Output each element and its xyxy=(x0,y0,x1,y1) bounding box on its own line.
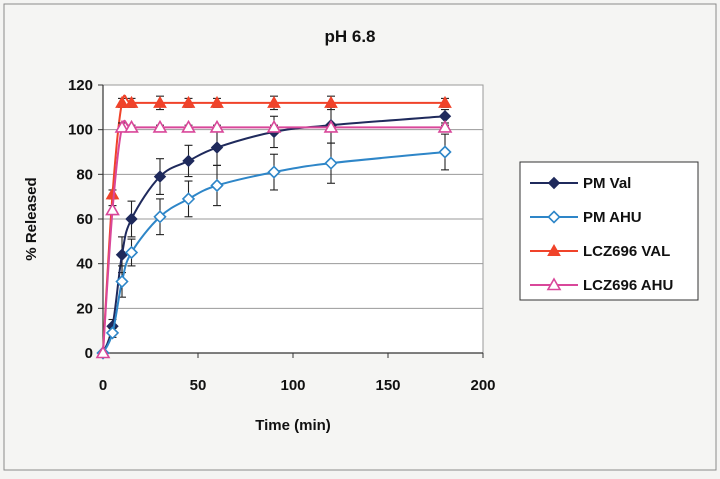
data-point xyxy=(115,95,129,108)
series-lcz696-val xyxy=(96,94,452,358)
series-line xyxy=(102,94,445,354)
y-tick-label: 100 xyxy=(68,122,93,139)
x-tick-label: 100 xyxy=(280,377,305,394)
series-line xyxy=(102,119,445,354)
series-line xyxy=(102,151,446,354)
x-axis-title: Time (min) xyxy=(255,417,331,434)
legend-swatch-marker xyxy=(546,277,562,291)
y-tick-label: 20 xyxy=(76,300,93,317)
data-point xyxy=(125,212,138,226)
series-layer xyxy=(95,94,453,360)
data-point xyxy=(266,119,282,133)
data-point xyxy=(153,170,167,183)
legend-entry: LCZ696 VAL xyxy=(530,243,670,260)
data-point xyxy=(267,165,281,179)
legend-box xyxy=(519,161,699,301)
data-point xyxy=(115,274,129,289)
chart-title: pH 6.8 xyxy=(324,27,375,46)
legend-label: PM AHU xyxy=(583,209,642,226)
data-point xyxy=(124,245,139,260)
data-point xyxy=(438,95,452,108)
data-point xyxy=(114,119,130,133)
x-tick-label: 0 xyxy=(99,377,107,394)
data-point xyxy=(324,156,338,170)
data-point xyxy=(152,119,168,133)
data-point xyxy=(124,95,139,108)
data-point xyxy=(437,119,453,133)
data-point xyxy=(209,119,225,133)
tick-labels: 0 20 40 60 80 100 120 0 50 100 150 200 xyxy=(68,77,496,394)
y-tick-label: 60 xyxy=(76,211,93,228)
legend-label: LCZ696 AHU xyxy=(583,277,673,294)
data-point xyxy=(105,202,120,216)
data-point xyxy=(182,154,195,168)
x-tick-label: 150 xyxy=(375,377,400,394)
data-point xyxy=(153,210,167,224)
data-point xyxy=(324,95,338,108)
legend-swatch-marker xyxy=(547,243,561,256)
data-point xyxy=(210,178,224,193)
y-tick-label: 80 xyxy=(76,166,93,183)
series-lcz696-ahu xyxy=(95,119,453,359)
y-tick-label: 40 xyxy=(76,256,93,273)
y-tick-label: 120 xyxy=(68,77,93,94)
data-point xyxy=(323,119,339,133)
x-tick-label: 50 xyxy=(190,377,207,394)
data-point xyxy=(181,192,196,206)
legend-label: PM Val xyxy=(583,175,631,192)
data-point xyxy=(181,119,196,133)
series-pm-ahu xyxy=(96,133,452,360)
legend-entry: PM AHU xyxy=(530,209,642,226)
data-point xyxy=(267,95,281,108)
legend-label: LCZ696 VAL xyxy=(583,243,670,260)
x-tick-label: 200 xyxy=(470,377,495,394)
data-point xyxy=(438,145,452,159)
axes xyxy=(98,84,484,358)
legend-entry: PM Val xyxy=(530,175,631,192)
legend-swatch-marker xyxy=(547,210,561,224)
legend: PM Val PM AHU LCZ696 VAL LCZ696 AHU xyxy=(530,175,673,294)
data-point xyxy=(95,345,111,359)
data-point xyxy=(210,141,224,154)
y-axis-title: % Released xyxy=(23,177,40,260)
y-tick-label: 0 xyxy=(85,345,93,362)
data-point xyxy=(153,95,167,108)
data-point xyxy=(124,119,139,133)
data-point xyxy=(181,95,196,108)
legend-swatch-marker xyxy=(547,176,561,190)
data-point xyxy=(210,95,224,108)
legend-entry: LCZ696 AHU xyxy=(530,277,673,294)
data-point xyxy=(105,326,120,340)
